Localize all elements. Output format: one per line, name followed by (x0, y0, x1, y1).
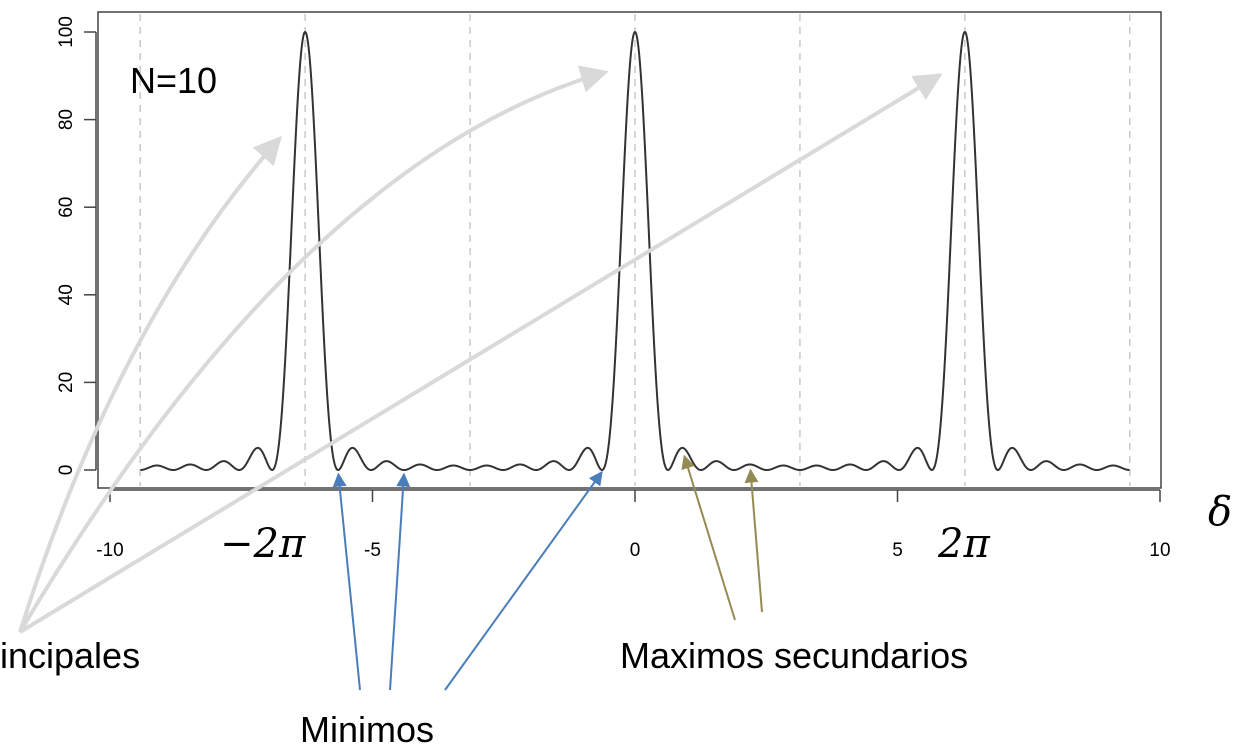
y-tick-label: 80 (56, 109, 77, 130)
y-tick-label: 40 (56, 284, 77, 305)
grid-lines (139, 14, 1131, 486)
principal-arrow (18, 73, 943, 634)
annotation-arrows (18, 65, 943, 691)
two-pi-label: 2π (937, 521, 990, 567)
secundarios-arrow (681, 454, 736, 621)
neg-two-pi-label: −2π (220, 521, 306, 567)
plot-frame (97, 11, 1162, 489)
x-tick-label: 5 (892, 540, 903, 561)
y-tick-label: 0 (56, 465, 77, 476)
y-tick-label: 60 (56, 197, 77, 218)
x-tick-label: 0 (630, 540, 641, 561)
principal-arrow (18, 65, 609, 634)
x-tick-label: -10 (96, 540, 123, 561)
x-axis-label: δ (1208, 489, 1232, 535)
principales-label: incipales (0, 635, 140, 676)
minimos-label: Minimos (300, 709, 434, 750)
minimos-arrow (444, 470, 603, 691)
minimos-arrow (332, 472, 361, 691)
minimos-arrow (389, 472, 411, 691)
intensity-curve (140, 30, 1130, 472)
secundarios-label: Maximos secundarios (620, 635, 968, 676)
x-tick-label: -5 (364, 540, 381, 561)
y-tick-label: 20 (56, 372, 77, 393)
n-label: N=10 (130, 60, 217, 101)
x-tick-label: 10 (1149, 540, 1170, 561)
secundarios-arrow (744, 468, 763, 613)
y-tick-label: 100 (56, 16, 77, 48)
principal-arrow (18, 135, 282, 633)
